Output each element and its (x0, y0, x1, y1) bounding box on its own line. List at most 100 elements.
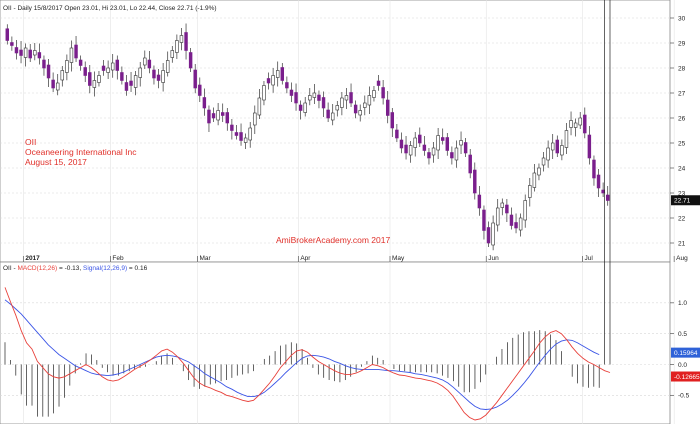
down-candle (220, 112, 225, 116)
macd-axis: 1.0 0.5 0.0 -0.5 (670, 300, 690, 400)
up-candle (23, 47, 28, 58)
price-axis: 30 29 28 27 26 25 24 23 22 21 (670, 15, 686, 247)
up-candle (528, 185, 532, 198)
price-tick-label: 22 (678, 215, 686, 222)
down-candle (321, 97, 326, 109)
up-candle (578, 117, 582, 126)
down-candle (440, 137, 445, 141)
down-candle (51, 79, 55, 89)
macd-header-value: = -0.13, (57, 265, 83, 272)
signal-badge-box (671, 347, 700, 358)
up-candle (335, 105, 340, 111)
up-candle (560, 145, 564, 156)
up-candle (69, 47, 74, 63)
down-candle (14, 47, 19, 54)
up-candle (275, 70, 280, 78)
signal-header-value: = 0.16 (127, 265, 147, 272)
up-candle (138, 67, 142, 78)
up-candle (431, 147, 436, 156)
macd-tick-label: 0.5 (678, 331, 687, 338)
down-candle (505, 204, 509, 214)
price-tick-label: 21 (678, 240, 686, 247)
macd-line (4, 287, 611, 421)
month-label: Jul (585, 255, 594, 262)
up-candle (344, 95, 349, 101)
ticker-annotation: OII (25, 137, 36, 147)
candlesticks (5, 23, 610, 251)
macd-tick-label: 1.0 (678, 300, 687, 307)
macd-tick-label: -0.5 (678, 393, 690, 400)
macd-tick-label: 0.0 (678, 362, 687, 369)
down-candle (120, 72, 124, 81)
down-candle (37, 52, 42, 59)
up-candle (550, 142, 555, 151)
down-candle (418, 134, 422, 144)
month-label: Apr (300, 255, 311, 262)
signal-badge-text: 0.15964 (674, 350, 698, 357)
month-label: Aug (676, 255, 688, 262)
up-candle (253, 112, 257, 126)
up-candle (330, 112, 335, 121)
price-tick-label: 23 (678, 190, 686, 197)
up-candle (248, 127, 252, 141)
price-tick-label: 28 (678, 65, 686, 72)
up-candle (541, 157, 546, 166)
up-candle (367, 95, 372, 106)
up-candle (257, 97, 262, 116)
macd-lines (4, 287, 611, 421)
down-candle (555, 139, 560, 154)
up-candle (133, 75, 138, 88)
macd-badge-text: -0.12665 (674, 374, 700, 381)
price-header: OII - Daily 15/8/2017 Open 23.01, Hi 23.… (3, 5, 217, 12)
down-candle (115, 59, 120, 71)
down-candle (317, 94, 321, 101)
price-tick-label: 26 (678, 115, 686, 122)
up-candle (500, 202, 505, 208)
down-candle (211, 113, 216, 119)
price-panel-frame (0, 0, 671, 263)
macd-badge-box (671, 371, 700, 382)
up-candle (55, 82, 60, 91)
down-candle (74, 44, 78, 59)
down-candle (294, 92, 298, 104)
down-candle (10, 42, 14, 46)
up-candle (33, 50, 37, 56)
up-candle (143, 57, 147, 66)
company-annotation: Oceaneering International Inc (25, 147, 137, 157)
down-candle (353, 104, 358, 114)
down-candle (596, 174, 601, 189)
up-candle (216, 110, 220, 121)
down-candle (152, 69, 156, 79)
down-candle (88, 72, 92, 86)
up-candle (573, 122, 578, 128)
down-candle (605, 194, 610, 201)
up-candle (518, 217, 523, 231)
down-candle (468, 154, 472, 174)
up-candle (179, 35, 184, 43)
down-candle (445, 137, 450, 151)
down-candle (78, 59, 83, 66)
down-candle (5, 28, 10, 41)
up-candle (372, 90, 376, 98)
up-candle (271, 75, 275, 86)
last-price-badge-text: 22.71 (674, 198, 691, 205)
down-candle (225, 112, 230, 124)
up-candle (413, 137, 417, 148)
up-candle (495, 207, 500, 226)
down-candle (147, 59, 152, 69)
up-candle (532, 172, 537, 188)
up-candle (459, 140, 463, 146)
down-candle (601, 189, 605, 194)
up-candle (97, 75, 101, 83)
down-candle (202, 97, 207, 109)
down-candle (188, 52, 193, 69)
down-candle (473, 169, 477, 194)
up-candle (170, 50, 175, 58)
down-candle (19, 49, 23, 56)
up-candle (454, 147, 459, 161)
up-candle (340, 97, 344, 108)
month-label: Mar (200, 255, 212, 262)
down-candle (193, 69, 197, 89)
up-candle (106, 67, 110, 73)
down-candle (583, 114, 587, 134)
